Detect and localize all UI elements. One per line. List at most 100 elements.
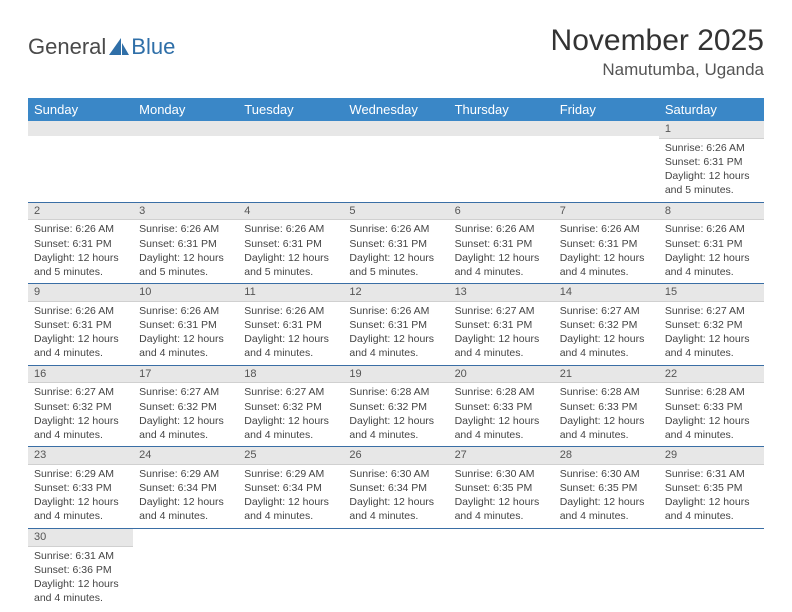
day-number: 24: [133, 447, 238, 465]
calendar-cell: 21Sunrise: 6:28 AMSunset: 6:33 PMDayligh…: [554, 365, 659, 447]
weekday-header: Wednesday: [343, 98, 448, 121]
calendar-cell: 27Sunrise: 6:30 AMSunset: 6:35 PMDayligh…: [449, 447, 554, 529]
calendar-body: 1Sunrise: 6:26 AMSunset: 6:31 PMDaylight…: [28, 121, 764, 609]
calendar-cell: [133, 121, 238, 202]
calendar-cell: 7Sunrise: 6:26 AMSunset: 6:31 PMDaylight…: [554, 202, 659, 284]
title-block: November 2025 Namutumba, Uganda: [551, 24, 764, 80]
calendar-cell: 4Sunrise: 6:26 AMSunset: 6:31 PMDaylight…: [238, 202, 343, 284]
calendar-cell: 2Sunrise: 6:26 AMSunset: 6:31 PMDaylight…: [28, 202, 133, 284]
day-number: 6: [449, 203, 554, 221]
calendar-cell: [449, 121, 554, 202]
calendar-cell: 9Sunrise: 6:26 AMSunset: 6:31 PMDaylight…: [28, 284, 133, 366]
calendar-row: 9Sunrise: 6:26 AMSunset: 6:31 PMDaylight…: [28, 284, 764, 366]
day-details: Sunrise: 6:28 AMSunset: 6:32 PMDaylight:…: [343, 383, 448, 446]
day-details: Sunrise: 6:26 AMSunset: 6:31 PMDaylight:…: [238, 220, 343, 283]
calendar-cell: 11Sunrise: 6:26 AMSunset: 6:31 PMDayligh…: [238, 284, 343, 366]
day-number: 25: [238, 447, 343, 465]
day-details: Sunrise: 6:26 AMSunset: 6:31 PMDaylight:…: [659, 139, 764, 202]
empty-day-strip: [28, 121, 133, 136]
day-number: 19: [343, 366, 448, 384]
day-number: 16: [28, 366, 133, 384]
day-number: 3: [133, 203, 238, 221]
calendar-cell: 8Sunrise: 6:26 AMSunset: 6:31 PMDaylight…: [659, 202, 764, 284]
calendar-table: Sunday Monday Tuesday Wednesday Thursday…: [28, 98, 764, 609]
logo-text-1: General: [28, 34, 106, 60]
day-number: 10: [133, 284, 238, 302]
day-details: Sunrise: 6:26 AMSunset: 6:31 PMDaylight:…: [343, 302, 448, 365]
weekday-header: Tuesday: [238, 98, 343, 121]
calendar-row: 16Sunrise: 6:27 AMSunset: 6:32 PMDayligh…: [28, 365, 764, 447]
weekday-header: Friday: [554, 98, 659, 121]
day-details: Sunrise: 6:31 AMSunset: 6:36 PMDaylight:…: [28, 547, 133, 610]
day-number: 12: [343, 284, 448, 302]
day-number: 1: [659, 121, 764, 139]
calendar-cell: 29Sunrise: 6:31 AMSunset: 6:35 PMDayligh…: [659, 447, 764, 529]
day-number: 9: [28, 284, 133, 302]
day-number: 20: [449, 366, 554, 384]
calendar-cell: [238, 528, 343, 609]
calendar-cell: [554, 121, 659, 202]
empty-day-strip: [554, 121, 659, 136]
day-number: 13: [449, 284, 554, 302]
day-details: Sunrise: 6:28 AMSunset: 6:33 PMDaylight:…: [659, 383, 764, 446]
empty-day-strip: [238, 121, 343, 136]
day-details: Sunrise: 6:30 AMSunset: 6:35 PMDaylight:…: [449, 465, 554, 528]
location: Namutumba, Uganda: [551, 60, 764, 80]
day-details: Sunrise: 6:26 AMSunset: 6:31 PMDaylight:…: [28, 220, 133, 283]
calendar-cell: 19Sunrise: 6:28 AMSunset: 6:32 PMDayligh…: [343, 365, 448, 447]
day-details: Sunrise: 6:26 AMSunset: 6:31 PMDaylight:…: [28, 302, 133, 365]
day-number: 8: [659, 203, 764, 221]
day-details: Sunrise: 6:27 AMSunset: 6:32 PMDaylight:…: [238, 383, 343, 446]
day-number: 2: [28, 203, 133, 221]
day-details: Sunrise: 6:27 AMSunset: 6:32 PMDaylight:…: [554, 302, 659, 365]
calendar-cell: 20Sunrise: 6:28 AMSunset: 6:33 PMDayligh…: [449, 365, 554, 447]
weekday-header: Sunday: [28, 98, 133, 121]
calendar-cell: [659, 528, 764, 609]
logo: General Blue: [28, 24, 175, 60]
day-number: 5: [343, 203, 448, 221]
day-number: 11: [238, 284, 343, 302]
day-number: 28: [554, 447, 659, 465]
calendar-cell: 3Sunrise: 6:26 AMSunset: 6:31 PMDaylight…: [133, 202, 238, 284]
empty-day-strip: [133, 121, 238, 136]
day-number: 23: [28, 447, 133, 465]
calendar-cell: 24Sunrise: 6:29 AMSunset: 6:34 PMDayligh…: [133, 447, 238, 529]
calendar-cell: [238, 121, 343, 202]
empty-day-strip: [343, 121, 448, 136]
calendar-cell: 5Sunrise: 6:26 AMSunset: 6:31 PMDaylight…: [343, 202, 448, 284]
month-title: November 2025: [551, 24, 764, 58]
calendar-cell: 16Sunrise: 6:27 AMSunset: 6:32 PMDayligh…: [28, 365, 133, 447]
day-number: 7: [554, 203, 659, 221]
day-number: 4: [238, 203, 343, 221]
day-details: Sunrise: 6:30 AMSunset: 6:34 PMDaylight:…: [343, 465, 448, 528]
day-details: Sunrise: 6:26 AMSunset: 6:31 PMDaylight:…: [133, 220, 238, 283]
calendar-row: 23Sunrise: 6:29 AMSunset: 6:33 PMDayligh…: [28, 447, 764, 529]
day-details: Sunrise: 6:26 AMSunset: 6:31 PMDaylight:…: [133, 302, 238, 365]
calendar-cell: [343, 121, 448, 202]
day-number: 27: [449, 447, 554, 465]
calendar-row: 1Sunrise: 6:26 AMSunset: 6:31 PMDaylight…: [28, 121, 764, 202]
calendar-cell: [133, 528, 238, 609]
day-number: 30: [28, 529, 133, 547]
day-details: Sunrise: 6:27 AMSunset: 6:32 PMDaylight:…: [28, 383, 133, 446]
calendar-cell: [343, 528, 448, 609]
calendar-cell: 25Sunrise: 6:29 AMSunset: 6:34 PMDayligh…: [238, 447, 343, 529]
day-number: 17: [133, 366, 238, 384]
calendar-row: 30Sunrise: 6:31 AMSunset: 6:36 PMDayligh…: [28, 528, 764, 609]
day-details: Sunrise: 6:29 AMSunset: 6:34 PMDaylight:…: [238, 465, 343, 528]
day-details: Sunrise: 6:26 AMSunset: 6:31 PMDaylight:…: [343, 220, 448, 283]
calendar-cell: 26Sunrise: 6:30 AMSunset: 6:34 PMDayligh…: [343, 447, 448, 529]
day-number: 21: [554, 366, 659, 384]
logo-text-2: Blue: [131, 34, 175, 60]
calendar-cell: 13Sunrise: 6:27 AMSunset: 6:31 PMDayligh…: [449, 284, 554, 366]
calendar-cell: 1Sunrise: 6:26 AMSunset: 6:31 PMDaylight…: [659, 121, 764, 202]
calendar-cell: 23Sunrise: 6:29 AMSunset: 6:33 PMDayligh…: [28, 447, 133, 529]
day-details: Sunrise: 6:29 AMSunset: 6:33 PMDaylight:…: [28, 465, 133, 528]
day-number: 15: [659, 284, 764, 302]
day-details: Sunrise: 6:31 AMSunset: 6:35 PMDaylight:…: [659, 465, 764, 528]
calendar-row: 2Sunrise: 6:26 AMSunset: 6:31 PMDaylight…: [28, 202, 764, 284]
weekday-header: Monday: [133, 98, 238, 121]
day-details: Sunrise: 6:27 AMSunset: 6:31 PMDaylight:…: [449, 302, 554, 365]
calendar-cell: 18Sunrise: 6:27 AMSunset: 6:32 PMDayligh…: [238, 365, 343, 447]
calendar-cell: 15Sunrise: 6:27 AMSunset: 6:32 PMDayligh…: [659, 284, 764, 366]
